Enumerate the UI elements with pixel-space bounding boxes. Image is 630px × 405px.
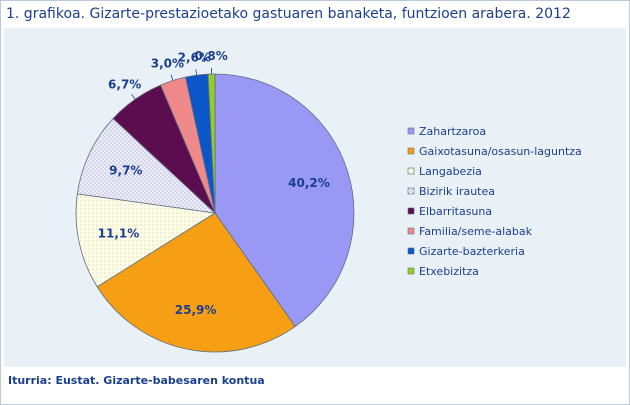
data-label-bizirik-irautea: 9,7% [109, 164, 142, 178]
data-label-gizarte-bazterkeria: 2,6% [178, 50, 211, 64]
pie-slice-langabezia [75, 193, 217, 288]
legend-swatch-gaixotasuna-osasun-laguntza [407, 147, 415, 155]
leader-line-familia-seme-alabak [170, 74, 174, 81]
leader-line-gizarte-bazterkeria [195, 69, 198, 76]
data-label-etxebizitza: 0,8% [194, 49, 227, 63]
data-label-familia-seme-alabak: 3,0% [151, 56, 184, 70]
legend-swatch-familia-seme-alabak [407, 227, 415, 235]
data-label-zahartzaroa: 40,2% [288, 176, 330, 190]
data-label-elbarritasuna: 6,7% [108, 78, 141, 92]
legend-label-gizarte-bazterkeria: Gizarte-bazterkeria [419, 245, 525, 258]
legend-swatch-elbarritasuna [407, 207, 415, 215]
legend-label-bizirik-irautea: Bizirik irautea [419, 185, 495, 198]
legend-swatch-langabezia [407, 167, 415, 175]
legend-swatch-bizirik-irautea [407, 187, 415, 195]
legend-label-elbarritasuna: Elbarritasuna [419, 205, 492, 218]
source-note: Iturria: Eustat. Gizarte-babesaren kontu… [8, 374, 265, 387]
legend-swatch-etxebizitza [407, 267, 415, 275]
pie-slice-bizirik-irautea [76, 117, 217, 214]
data-label-gaixotasuna-osasun-laguntza: 25,9% [175, 303, 217, 317]
chart-title: 1. grafikoa. Gizarte-prestazioetako gast… [6, 6, 571, 22]
legend-label-langabezia: Langabezia [419, 165, 482, 178]
legend-label-etxebizitza: Etxebizitza [419, 265, 479, 278]
legend-label-zahartzaroa: Zahartzaroa [419, 125, 486, 138]
data-label-langabezia: 11,1% [98, 227, 140, 241]
pie-slice-etxebizitza [207, 73, 216, 214]
legend-label-gaixotasuna-osasun-laguntza: Gaixotasuna/osasun-laguntza [419, 145, 582, 158]
pie-slice-gaixotasuna-osasun-laguntza [96, 212, 296, 353]
legend-swatch-zahartzaroa [407, 127, 415, 135]
legend-swatch-gizarte-bazterkeria [407, 247, 415, 255]
legend-label-familia-seme-alabak: Familia/seme-alabak [419, 225, 533, 238]
leader-line-elbarritasuna [131, 94, 136, 100]
pie-slice-zahartzaroa [214, 73, 355, 328]
